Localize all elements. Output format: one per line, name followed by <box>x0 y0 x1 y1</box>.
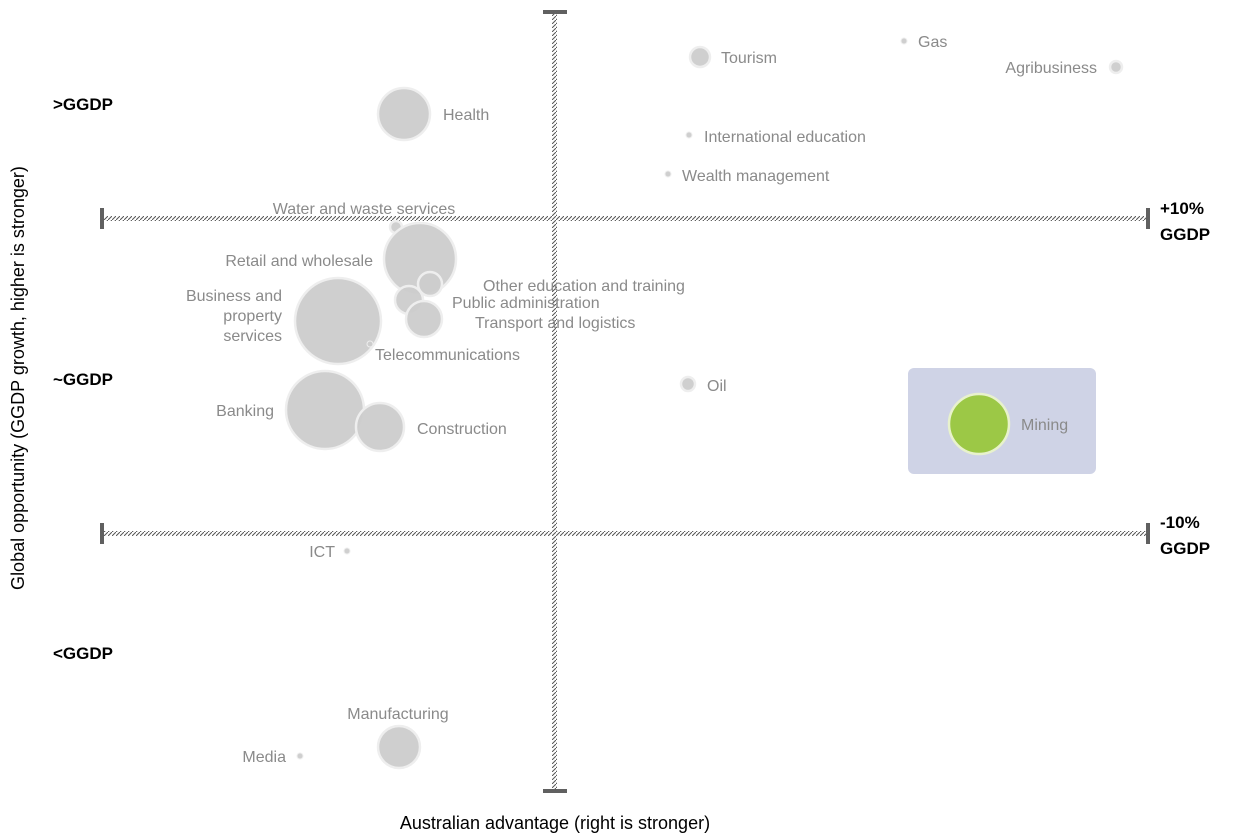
bubble-label-agribusiness: Agribusiness <box>1005 60 1097 77</box>
bubble-business-and-property-services <box>293 276 383 366</box>
bubble-label-international-education: International education <box>704 129 866 146</box>
y-axis-title: Global opportunity (GGDP growth, higher … <box>8 166 28 590</box>
ref-label-lower-line1: -10% <box>1160 513 1200 532</box>
bubble-label-tourism: Tourism <box>721 50 777 67</box>
bubble-oil <box>679 375 697 393</box>
bubble-label-water-and-waste-services: Water and waste services <box>273 201 456 218</box>
bubble-gas <box>900 37 908 45</box>
bubble-label-construction: Construction <box>417 421 507 438</box>
bubble-label-banking: Banking <box>216 403 274 420</box>
bubble-layer <box>284 37 1124 770</box>
bubble-label-wealth-management: Wealth management <box>682 168 830 185</box>
bubble-label-health: Health <box>443 107 489 124</box>
bubble-agribusiness <box>1108 59 1124 75</box>
bubble-health <box>376 86 432 142</box>
bubble-label-mining: Mining <box>1021 417 1068 434</box>
bubble-mining <box>947 392 1011 456</box>
bubble-label-transport-and-logistics: Transport and logistics <box>475 315 635 332</box>
ref-label-lower-line2: GGDP <box>1160 539 1210 558</box>
band-label-approx: ~GGDP <box>53 370 113 389</box>
label-layer: Tourism Gas Agribusiness Health Internationa… <box>186 34 1097 766</box>
bubble-label-public-administration: Public administration <box>452 295 600 312</box>
ref-label-upper-line2: GGDP <box>1160 225 1210 244</box>
bubble-telecommunications <box>366 340 374 348</box>
x-axis-title: Australian advantage (right is stronger) <box>400 813 710 833</box>
bubble-ict <box>343 547 351 555</box>
bubble-international-education <box>685 131 693 139</box>
bubble-other-education-and-training <box>416 270 444 298</box>
bubble-label-oil: Oil <box>707 378 727 395</box>
bubble-tourism <box>688 45 712 69</box>
reference-line-upper <box>100 208 1150 229</box>
bubble-label-manufacturing: Manufacturing <box>347 706 448 723</box>
band-label-above: >GGDP <box>53 95 113 114</box>
vertical-axis-line <box>543 10 567 793</box>
bubble-label-other-education-and-training: Other education and training <box>483 278 685 295</box>
bubble-label-gas: Gas <box>918 34 947 51</box>
bubble-label-media: Media <box>242 749 286 766</box>
bubble-banking <box>284 369 366 451</box>
bubble-label-telecommunications: Telecommunications <box>375 347 520 364</box>
band-label-below: <GGDP <box>53 644 113 663</box>
bubble-label-business-and-property-services: Business and property services <box>186 288 282 345</box>
bubble-label-ict: ICT <box>309 544 335 561</box>
bubble-wealth-management <box>664 170 672 178</box>
bubble-media <box>296 752 304 760</box>
bubble-label-retail-and-wholesale: Retail and wholesale <box>225 253 373 270</box>
bubble-construction <box>354 401 406 453</box>
reference-line-lower <box>100 523 1150 544</box>
bubble-transport-and-logistics <box>404 299 444 339</box>
bubble-manufacturing <box>376 724 422 770</box>
ref-label-upper-line1: +10% <box>1160 199 1204 218</box>
